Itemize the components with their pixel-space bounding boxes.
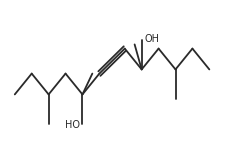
Text: OH: OH bbox=[144, 34, 160, 44]
Text: HO: HO bbox=[65, 120, 80, 130]
